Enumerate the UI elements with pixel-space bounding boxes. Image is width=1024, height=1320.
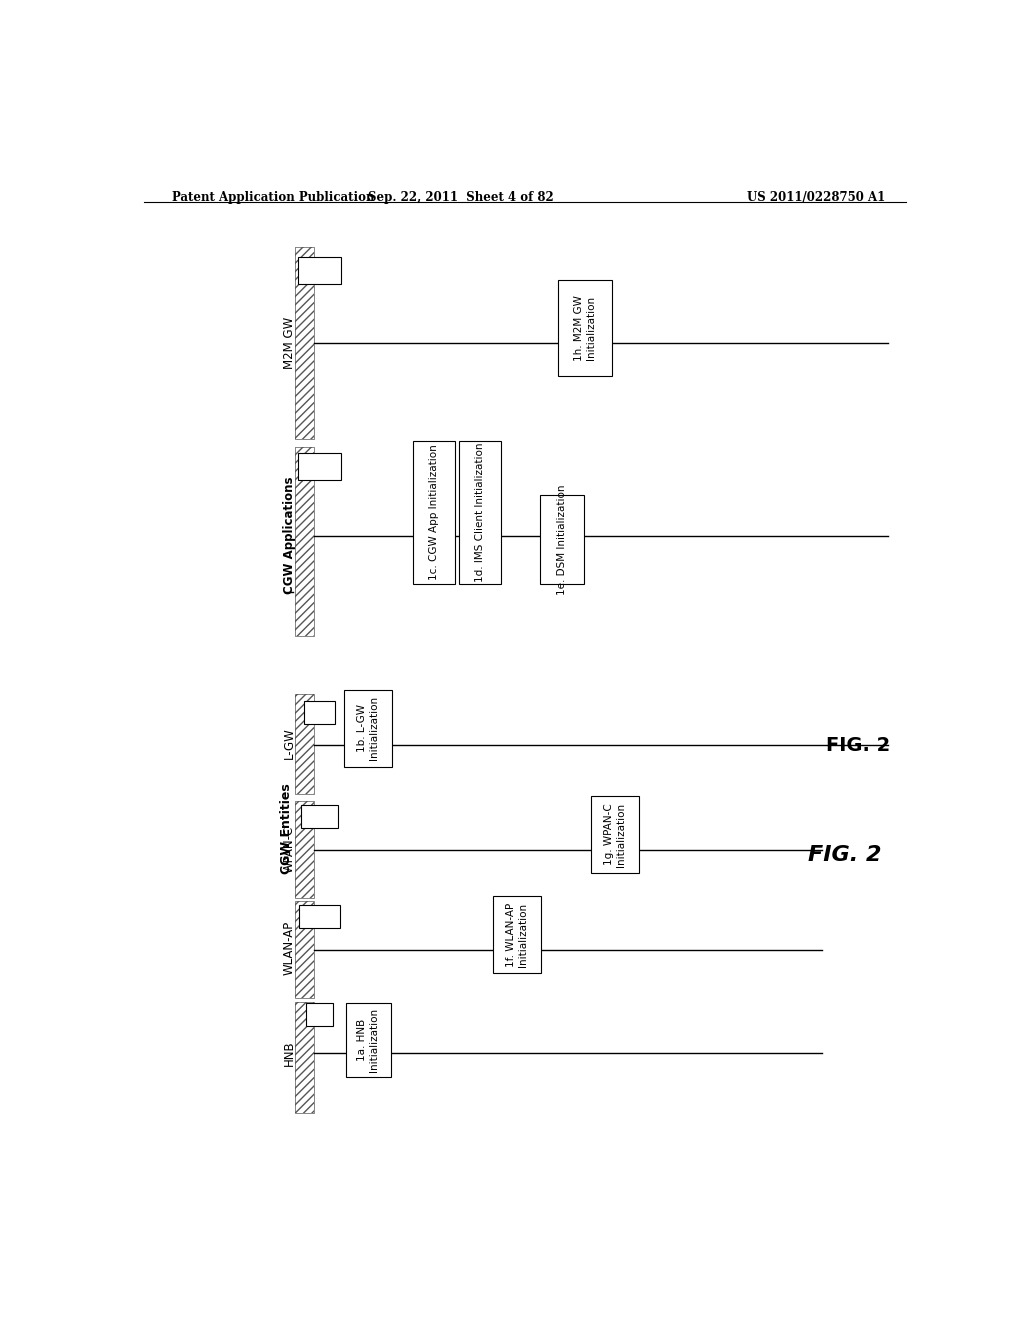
Text: 1b. L-GW
Initialization: 1b. L-GW Initialization xyxy=(357,696,380,760)
Bar xyxy=(558,280,612,376)
Bar xyxy=(295,693,314,793)
Text: 1f. WLAN-AP
Initialization: 1f. WLAN-AP Initialization xyxy=(506,903,528,966)
Bar xyxy=(301,805,338,829)
Text: FIG. 2: FIG. 2 xyxy=(825,735,890,755)
Bar xyxy=(591,796,639,873)
Text: Sep. 22, 2011  Sheet 4 of 82: Sep. 22, 2011 Sheet 4 of 82 xyxy=(369,191,554,203)
Text: WPAN-C: WPAN-C xyxy=(283,826,296,874)
Bar xyxy=(295,902,314,998)
Bar xyxy=(295,1002,314,1113)
Text: HNB: HNB xyxy=(283,1040,296,1067)
Bar xyxy=(346,1003,391,1077)
Bar xyxy=(459,441,501,583)
Text: 1a. HNB
Initialization: 1a. HNB Initialization xyxy=(357,1008,380,1072)
Text: CGW Entities: CGW Entities xyxy=(281,783,293,874)
Bar xyxy=(344,689,392,767)
Text: 1g. WPAN-C
Initialization: 1g. WPAN-C Initialization xyxy=(603,803,626,866)
Bar xyxy=(295,447,314,636)
Bar xyxy=(299,906,340,928)
Text: 1e. DSM Initialization: 1e. DSM Initialization xyxy=(557,484,567,595)
Bar xyxy=(306,1003,333,1026)
Text: 1c. CGW App Initialization: 1c. CGW App Initialization xyxy=(429,445,439,581)
Bar xyxy=(540,495,585,583)
Bar xyxy=(295,247,314,440)
Text: US 2011/0228750 A1: US 2011/0228750 A1 xyxy=(748,191,886,203)
Bar xyxy=(295,801,314,898)
Bar xyxy=(295,693,314,793)
Bar xyxy=(493,896,541,973)
Bar xyxy=(295,247,314,440)
Bar xyxy=(295,447,314,636)
Text: 1h. M2M GW
Initialization: 1h. M2M GW Initialization xyxy=(574,294,596,360)
Text: L-GW: L-GW xyxy=(283,727,296,759)
Text: Patent Application Publication: Patent Application Publication xyxy=(172,191,374,203)
Text: 1d. IMS Client Initialization: 1d. IMS Client Initialization xyxy=(475,442,484,582)
Bar xyxy=(304,701,335,725)
Bar xyxy=(298,453,341,480)
Text: FIG. 2: FIG. 2 xyxy=(808,845,882,865)
Text: M2M GW: M2M GW xyxy=(283,317,296,370)
Bar xyxy=(295,1002,314,1113)
Text: WLAN-AP: WLAN-AP xyxy=(283,920,296,974)
Bar xyxy=(413,441,456,583)
Bar xyxy=(295,801,314,898)
Text: CGW Applications: CGW Applications xyxy=(283,477,296,594)
Bar xyxy=(298,256,341,284)
Bar xyxy=(295,902,314,998)
